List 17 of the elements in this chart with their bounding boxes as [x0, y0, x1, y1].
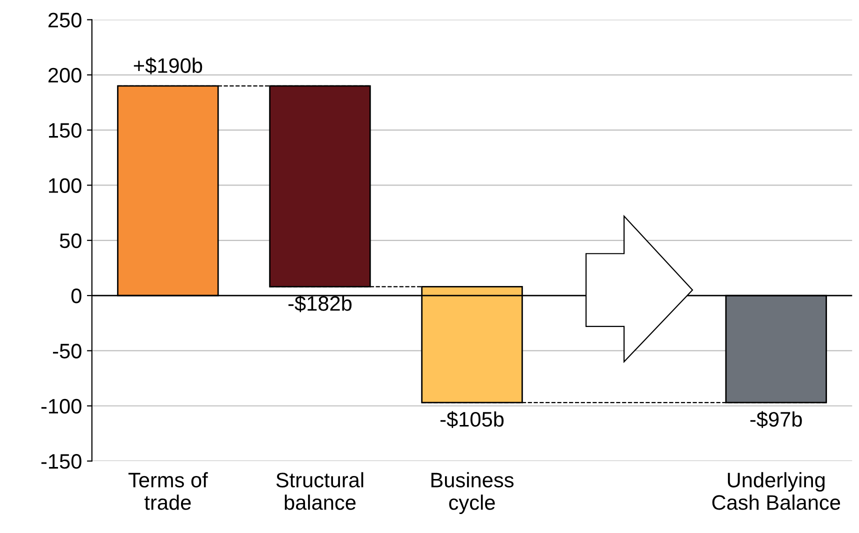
- y-tick-label: 250: [48, 12, 82, 28]
- y-tick-label: 200: [48, 68, 82, 83]
- y-tick-label: 100: [49, 178, 82, 193]
- x-tick-label: Business cycle: [431, 472, 514, 514]
- y-tick-label: 50: [60, 233, 82, 248]
- y-tick-label: 150: [49, 123, 82, 138]
- x-tick-label: Structural balance: [276, 472, 364, 510]
- data-label: -$97b: [750, 411, 802, 428]
- x-tick-label: Underlying Cash Balance: [712, 472, 840, 510]
- y-tick-label: -100: [41, 398, 82, 414]
- data-label: +$190b: [134, 57, 202, 74]
- data-label: -$105b: [440, 411, 504, 428]
- x-tick-label: Terms of trade: [128, 472, 208, 510]
- y-tick-label: -50: [53, 344, 82, 358]
- data-label: -$182b: [288, 295, 352, 312]
- y-tick-label: 0: [71, 288, 82, 304]
- y-tick-label: -150: [41, 454, 82, 469]
